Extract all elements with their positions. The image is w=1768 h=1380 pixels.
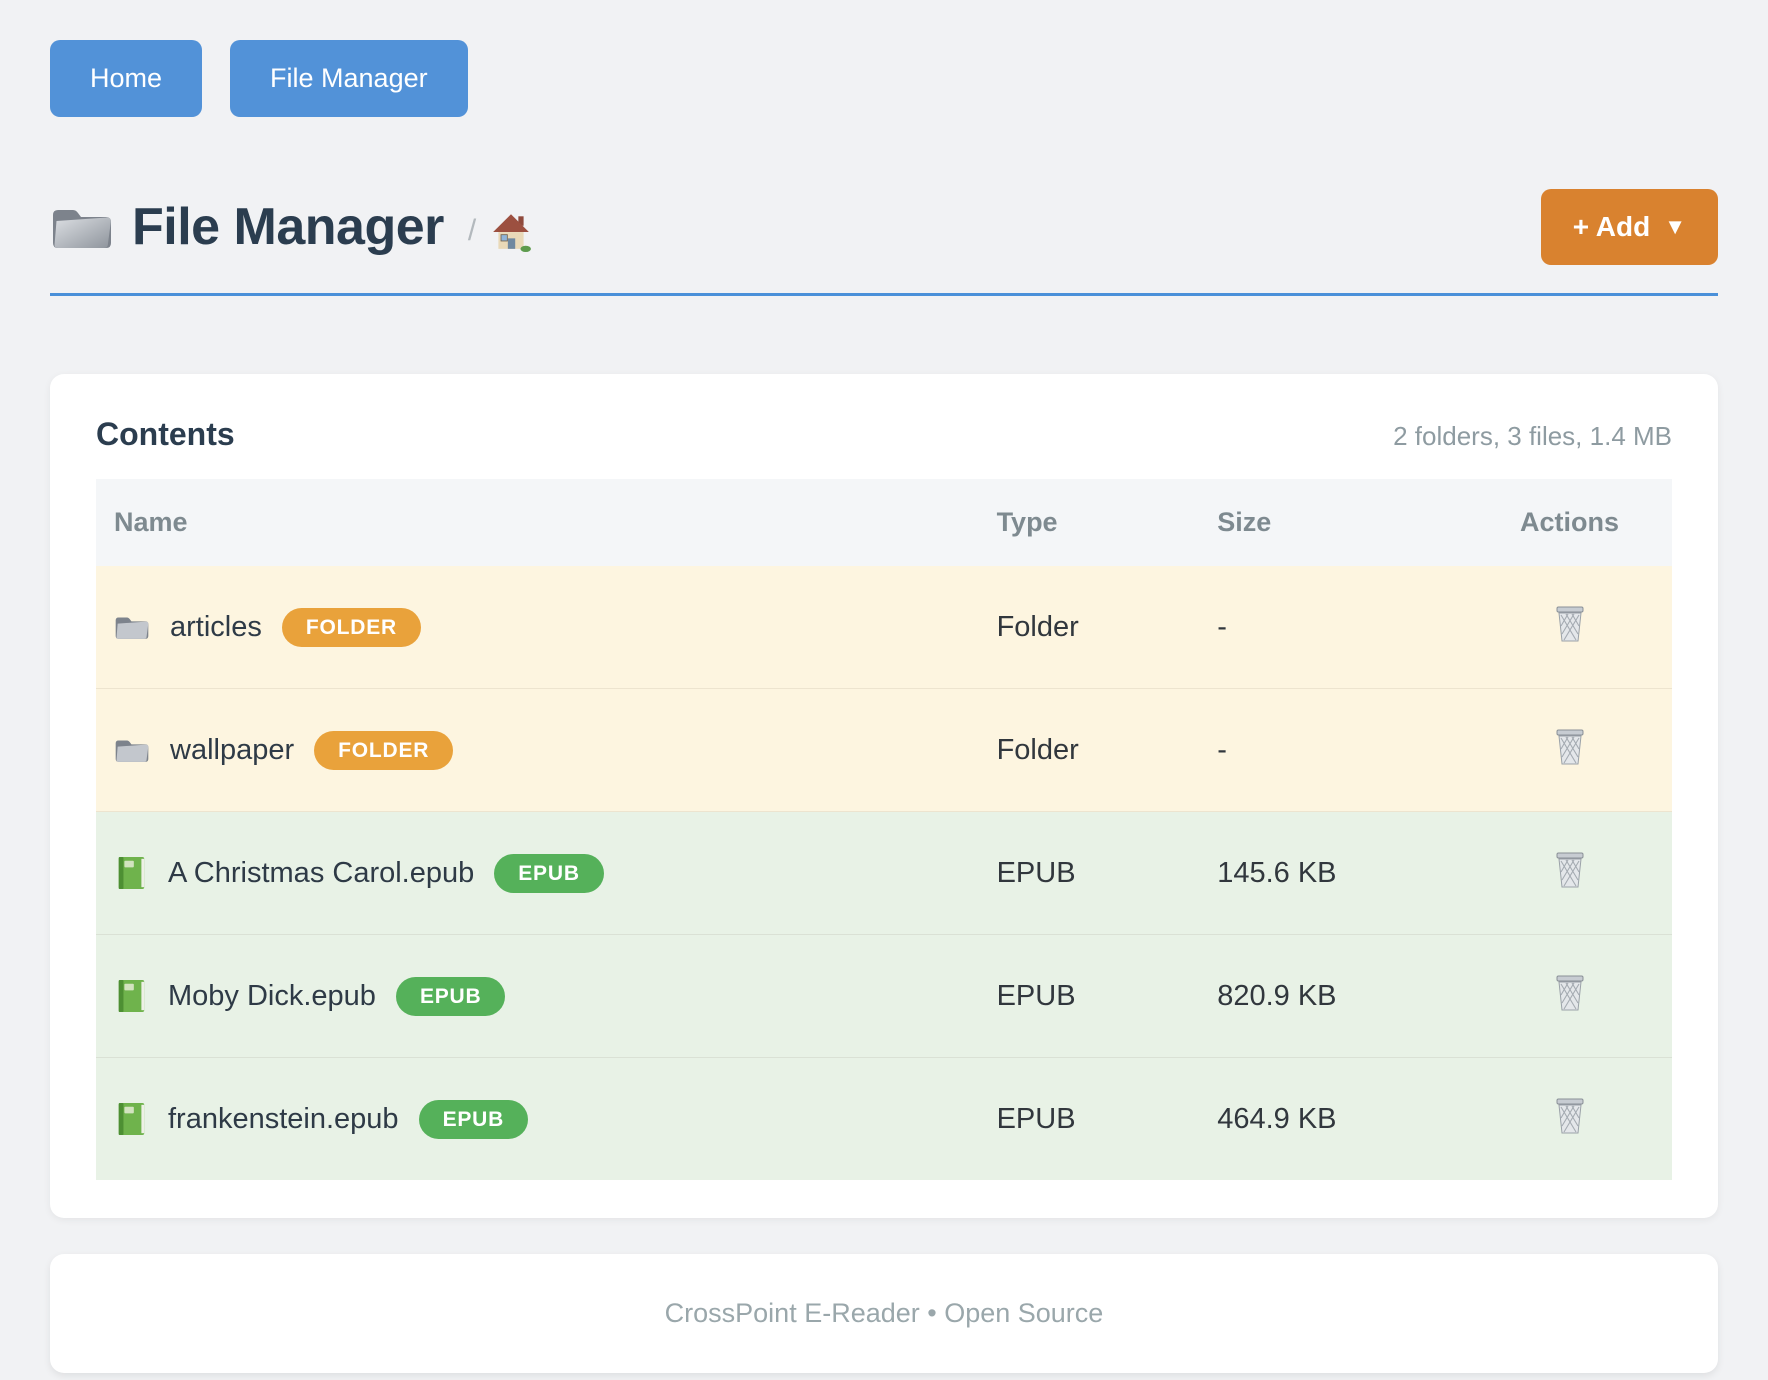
table-row-moby-dick[interactable]: Moby Dick.epub EPUB EPUB 820.9 KB xyxy=(96,934,1672,1058)
file-name[interactable]: Moby Dick.epub xyxy=(168,979,376,1012)
footer-text: CrossPoint E-Reader • Open Source xyxy=(664,1298,1104,1328)
table-row-articles[interactable]: articles FOLDER Folder - xyxy=(96,566,1672,689)
page-header: File Manager / + Add ▼ xyxy=(50,189,1718,265)
green-book-icon xyxy=(118,1102,145,1136)
contents-title: Contents xyxy=(96,416,235,452)
delete-button[interactable] xyxy=(1550,848,1590,895)
top-navigation: Home File Manager xyxy=(50,40,1718,117)
epub-badge: EPUB xyxy=(494,853,604,893)
trash-icon xyxy=(1556,1098,1584,1134)
add-button-label: + Add xyxy=(1572,211,1651,242)
title-divider xyxy=(50,293,1718,296)
page-title: File Manager xyxy=(132,198,444,256)
file-size: 464.9 KB xyxy=(1199,1057,1468,1180)
table-row-christmas-carol[interactable]: A Christmas Carol.epub EPUB EPUB 145.6 K… xyxy=(96,811,1672,935)
epub-badge: EPUB xyxy=(418,1099,529,1139)
home-icon[interactable] xyxy=(490,210,532,252)
table-row-frankenstein[interactable]: frankenstein.epub EPUB EPUB 464.9 KB xyxy=(96,1057,1672,1180)
folder-badge: FOLDER xyxy=(281,607,421,647)
trash-icon xyxy=(1556,606,1584,642)
nav-button-file-manager[interactable]: File Manager xyxy=(230,40,468,117)
file-size: 145.6 KB xyxy=(1199,811,1468,935)
folder-badge: FOLDER xyxy=(314,730,454,770)
delete-button[interactable] xyxy=(1550,971,1590,1018)
file-type: Folder xyxy=(996,610,1079,643)
folder-icon xyxy=(115,740,149,762)
file-table: Name Type Size Actions articles FOLDER xyxy=(96,479,1672,1180)
file-type: EPUB xyxy=(978,1057,1200,1180)
trash-icon xyxy=(1556,975,1584,1011)
column-header-type: Type xyxy=(978,479,1200,566)
file-size: 820.9 KB xyxy=(1199,934,1468,1058)
trash-icon xyxy=(1556,729,1584,765)
green-book-icon xyxy=(118,856,145,890)
table-header-row: Name Type Size Actions xyxy=(96,479,1672,566)
delete-button[interactable] xyxy=(1550,725,1590,772)
nav-button-home[interactable]: Home xyxy=(50,40,203,117)
file-size: - xyxy=(1199,688,1468,812)
caret-down-icon: ▼ xyxy=(1664,214,1686,239)
epub-badge: EPUB xyxy=(395,976,506,1016)
delete-button[interactable] xyxy=(1550,602,1590,649)
file-name[interactable]: articles xyxy=(170,610,262,643)
file-name[interactable]: frankenstein.epub xyxy=(168,1102,399,1135)
column-header-actions: Actions xyxy=(1467,479,1672,566)
delete-button[interactable] xyxy=(1550,1094,1590,1141)
green-book-icon xyxy=(118,979,145,1013)
contents-card: Contents 2 folders, 3 files, 1.4 MB Name… xyxy=(50,374,1718,1218)
file-name[interactable]: wallpaper xyxy=(170,733,295,766)
contents-summary: 2 folders, 3 files, 1.4 MB xyxy=(1393,421,1672,451)
file-name[interactable]: A Christmas Carol.epub xyxy=(168,856,475,889)
trash-icon xyxy=(1556,852,1584,888)
column-header-name: Name xyxy=(96,479,979,566)
file-size: - xyxy=(1217,610,1227,643)
footer-card: CrossPoint E-Reader • Open Source xyxy=(50,1254,1718,1373)
folder-icon xyxy=(53,210,111,248)
title-group: File Manager / xyxy=(50,197,532,257)
file-type: EPUB xyxy=(978,934,1200,1058)
add-button[interactable]: + Add ▼ xyxy=(1540,189,1718,265)
column-header-size: Size xyxy=(1199,479,1468,566)
folder-icon xyxy=(115,617,149,639)
file-type: EPUB xyxy=(978,811,1200,935)
breadcrumb-separator: / xyxy=(467,214,477,247)
table-row-wallpaper[interactable]: wallpaper FOLDER Folder - xyxy=(96,688,1672,812)
file-type: Folder xyxy=(978,688,1200,812)
